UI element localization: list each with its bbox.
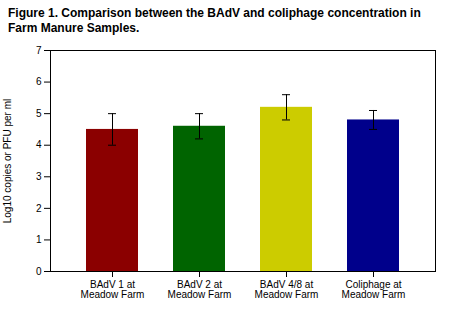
- svg-text:6: 6: [36, 76, 42, 87]
- svg-text:BAdV 4/8 atMeadow Farm: BAdV 4/8 atMeadow Farm: [255, 279, 319, 300]
- svg-text:0: 0: [36, 266, 42, 277]
- svg-text:3: 3: [36, 171, 42, 182]
- svg-text:Log10 copies or PFU per ml: Log10 copies or PFU per ml: [2, 99, 13, 224]
- svg-text:1: 1: [36, 234, 42, 245]
- svg-text:BAdV 1 atMeadow Farm: BAdV 1 atMeadow Farm: [81, 279, 145, 300]
- svg-text:2: 2: [36, 203, 42, 214]
- svg-text:4: 4: [36, 139, 42, 150]
- svg-text:BAdV 2 atMeadow Farm: BAdV 2 atMeadow Farm: [168, 279, 232, 300]
- html-text:Figure 1. Comparison between t: Figure 1. Comparison between the BAdV an…: [8, 6, 421, 35]
- svg-text:Coliphage atMeadow Farm: Coliphage atMeadow Farm: [342, 279, 406, 300]
- svg-text:5: 5: [36, 108, 42, 119]
- svg-text:7: 7: [36, 45, 42, 56]
